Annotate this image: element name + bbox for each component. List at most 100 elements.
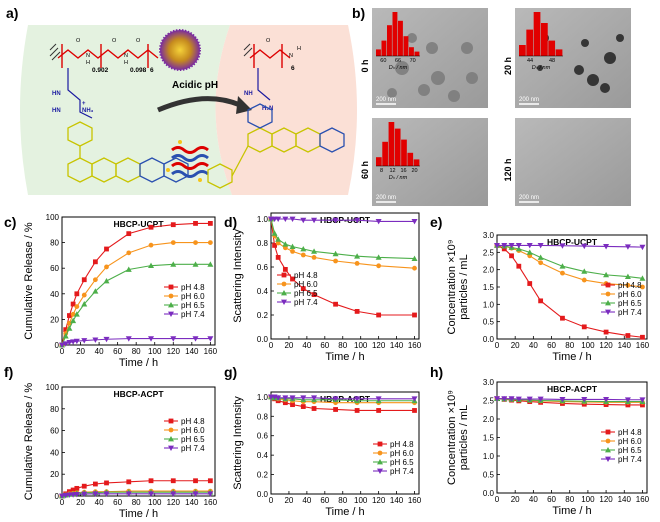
legend: pH 4.8pH 6.0pH 6.5pH 7.4 xyxy=(277,271,318,307)
data-point xyxy=(412,312,417,318)
data-point xyxy=(501,243,508,249)
histogram-tick-label: 44 xyxy=(527,58,533,64)
x-tick-label: 120 xyxy=(167,498,181,507)
data-point xyxy=(67,320,72,326)
x-tick-label: 100 xyxy=(354,496,368,505)
data-point xyxy=(104,246,109,252)
data-point xyxy=(168,445,174,451)
data-point xyxy=(311,248,318,254)
y-tick-label: 1.0 xyxy=(257,393,269,402)
data-point xyxy=(605,429,611,435)
data-point xyxy=(640,334,645,340)
data-point xyxy=(300,246,307,252)
panel-label: d) xyxy=(224,214,237,230)
legend: pH 4.8pH 6.0pH 6.5pH 7.4 xyxy=(373,440,414,476)
x-tick-label: 20 xyxy=(284,341,293,350)
x-tick-label: 140 xyxy=(618,341,632,350)
atom-o1: O xyxy=(76,38,81,44)
data-point xyxy=(207,478,213,484)
data-point xyxy=(538,260,544,266)
data-point xyxy=(376,312,382,318)
y-tick-label: 0.8 xyxy=(257,239,269,248)
data-point xyxy=(515,245,522,252)
y-tick-label: 3.0 xyxy=(483,231,495,240)
data-point xyxy=(377,450,383,456)
data-point xyxy=(581,243,588,250)
series-pH-7-4 xyxy=(59,336,214,348)
data-point xyxy=(516,263,522,269)
y-tick-label: 0.5 xyxy=(483,318,495,327)
data-point xyxy=(311,395,318,401)
data-point xyxy=(125,336,132,342)
x-tick-label: 160 xyxy=(408,496,422,505)
data-point xyxy=(603,396,610,403)
data-point xyxy=(282,216,289,222)
nanoparticle-dot xyxy=(466,72,478,84)
nanoparticle-dot xyxy=(407,33,417,43)
data-point xyxy=(311,217,318,224)
data-point xyxy=(290,402,295,408)
y-tick-label: 0.4 xyxy=(257,287,269,296)
panel-label: f) xyxy=(4,364,13,380)
data-point xyxy=(81,491,88,498)
ring-system-blue-right xyxy=(247,103,345,153)
x-tick-label: 140 xyxy=(185,347,199,356)
y-axis-label-line2: particles / mL xyxy=(458,405,470,470)
x-tick-label: 100 xyxy=(354,341,368,350)
x-tick-label: 40 xyxy=(529,341,538,350)
data-point xyxy=(290,249,295,254)
data-point xyxy=(192,336,199,342)
y-tick-label: 0.0 xyxy=(257,335,269,344)
acidic-ph-label: Acidic pH xyxy=(172,80,218,91)
data-point xyxy=(640,284,645,290)
data-point xyxy=(538,298,544,304)
data-point xyxy=(282,395,289,401)
data-point xyxy=(332,217,339,224)
legend: pH 4.8pH 6.0pH 6.5pH 7.4 xyxy=(164,417,205,453)
data-point xyxy=(375,219,382,225)
data-point xyxy=(168,436,174,442)
x-tick-label: 80 xyxy=(132,498,141,507)
tem-time-label: 60 h xyxy=(360,161,370,179)
nanoparticle-dot xyxy=(448,90,460,102)
y-tick-label: 0.0 xyxy=(483,489,495,498)
atom-hn2: HN xyxy=(52,108,61,114)
legend-entry: pH 6.0 xyxy=(181,426,205,435)
data-point xyxy=(412,265,417,271)
legend-entry: pH 7.4 xyxy=(390,467,414,476)
x-axis-label: Time / h xyxy=(325,351,364,363)
data-point xyxy=(289,395,296,401)
x-tick-label: 80 xyxy=(338,341,347,350)
data-point xyxy=(193,478,198,484)
data-point xyxy=(332,396,339,402)
y-axis-label: Scattering Intensity xyxy=(232,229,244,323)
data-point xyxy=(605,438,611,444)
nanoparticle-dot xyxy=(604,52,616,64)
polymer-backbone-right xyxy=(249,44,291,68)
histogram-bar xyxy=(407,152,414,166)
data-point xyxy=(281,272,287,278)
data-point xyxy=(148,336,155,342)
data-point xyxy=(375,396,382,402)
data-point xyxy=(377,459,383,465)
legend-entry: pH 6.0 xyxy=(390,449,414,458)
panel-b-label: b) xyxy=(352,5,365,21)
data-point xyxy=(70,487,76,493)
nanoparticle-dot xyxy=(426,42,438,54)
x-tick-label: 40 xyxy=(302,496,311,505)
x-tick-label: 0 xyxy=(60,498,65,507)
series-pH-7-4 xyxy=(494,243,646,251)
y-tick-label: 80 xyxy=(50,405,59,414)
histogram-bar xyxy=(398,20,403,56)
data-point xyxy=(275,255,281,260)
y-tick-label: 60 xyxy=(50,427,59,436)
x-tick-label: 160 xyxy=(204,347,218,356)
histogram-bar xyxy=(376,49,381,56)
histogram-tick-label: 66 xyxy=(395,58,401,64)
data-point xyxy=(354,408,360,413)
data-point xyxy=(125,266,132,272)
data-point xyxy=(560,270,565,276)
data-point xyxy=(624,273,631,279)
